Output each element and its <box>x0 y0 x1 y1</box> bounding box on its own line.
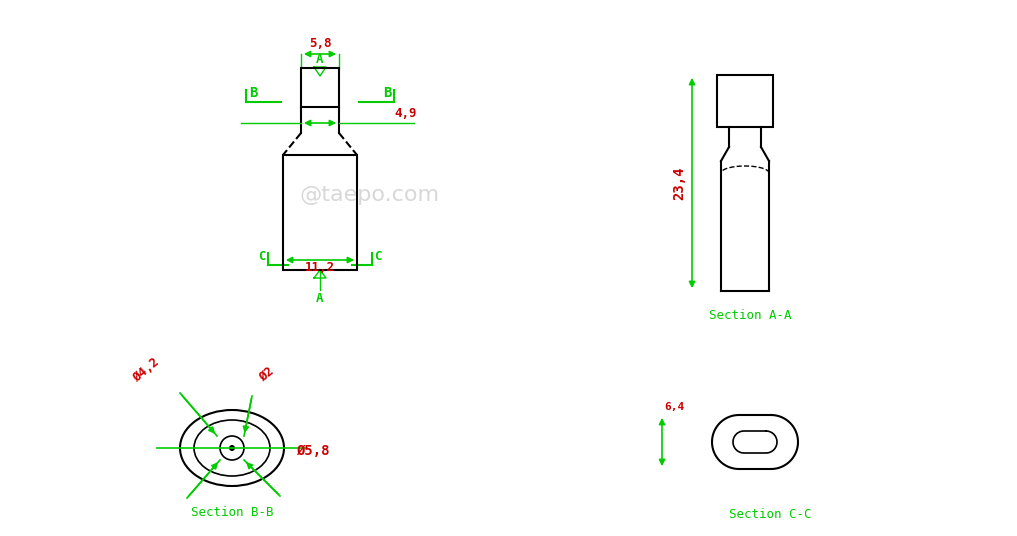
Text: B: B <box>382 86 391 100</box>
Text: Section C-C: Section C-C <box>729 508 812 521</box>
Text: 23,4: 23,4 <box>672 166 686 200</box>
Text: Section B-B: Section B-B <box>191 506 274 519</box>
Bar <box>301 68 339 107</box>
Text: C: C <box>258 250 266 263</box>
Text: B: B <box>249 86 257 100</box>
Text: Ø4,2: Ø4,2 <box>130 356 162 385</box>
Text: 11,2: 11,2 <box>305 261 335 274</box>
Text: 5,8: 5,8 <box>309 37 332 50</box>
Bar <box>717 75 773 127</box>
Text: @taepo.com: @taepo.com <box>300 185 440 205</box>
Text: 4,9: 4,9 <box>394 107 417 120</box>
Text: A: A <box>316 292 323 305</box>
Text: C: C <box>374 250 381 263</box>
Text: Section A-A: Section A-A <box>709 309 791 322</box>
Text: A: A <box>316 53 323 66</box>
Text: Ø2: Ø2 <box>257 364 277 384</box>
Bar <box>283 155 357 270</box>
Circle shape <box>229 445 235 451</box>
Text: 6,4: 6,4 <box>664 402 684 412</box>
Text: Ø5,8: Ø5,8 <box>296 444 330 458</box>
